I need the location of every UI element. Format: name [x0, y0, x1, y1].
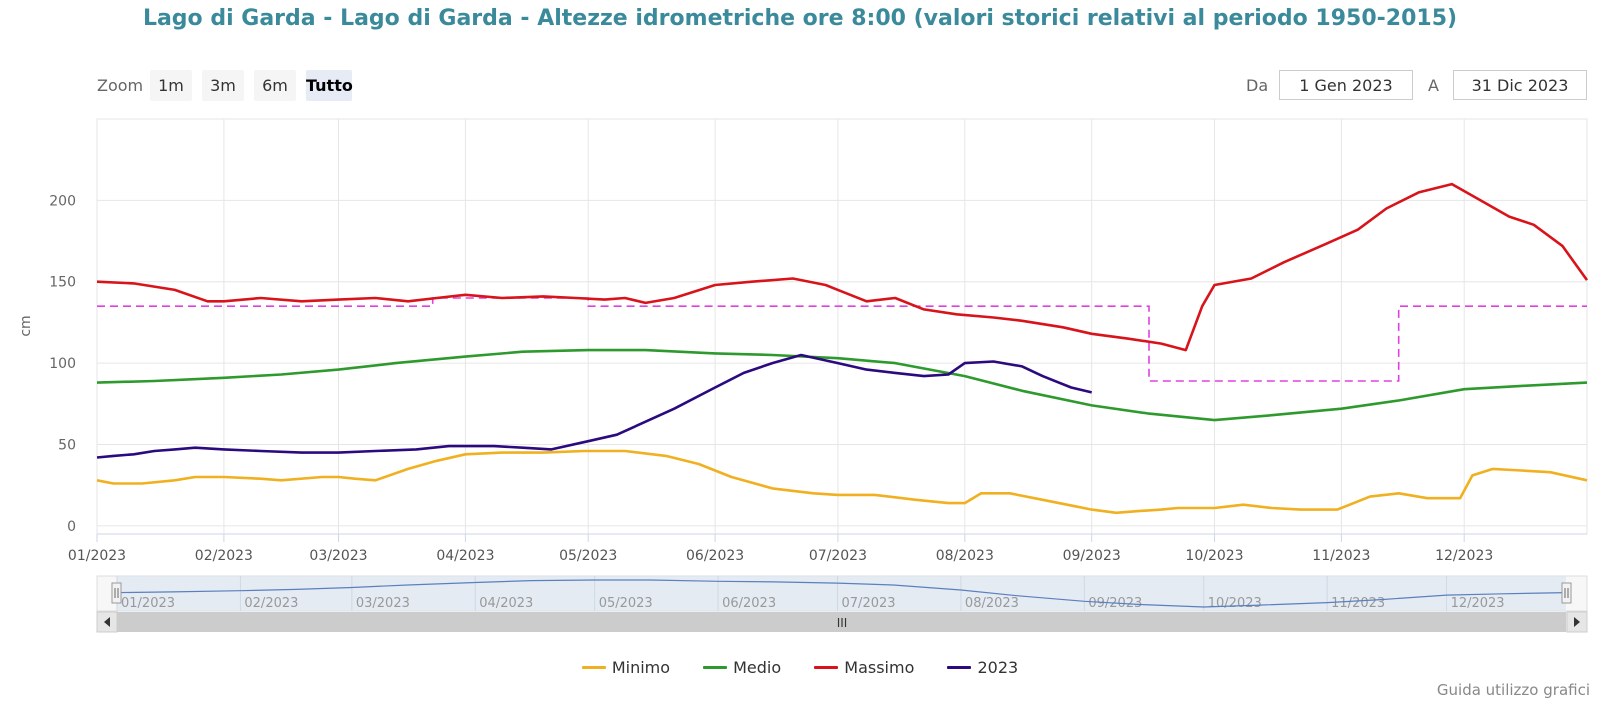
- grid-lines: [96, 119, 1587, 534]
- scrollbar[interactable]: III: [96, 611, 1588, 633]
- x-tick-label: 10/2023: [1185, 548, 1243, 564]
- y-tick-label: 100: [49, 356, 76, 372]
- navigator-tick-label: 04/2023: [479, 596, 533, 611]
- legend-label: Massimo: [844, 658, 915, 677]
- y-tick-label: 50: [58, 437, 76, 453]
- series-line-2023: [96, 353, 1093, 459]
- x-tick-label: 08/2023: [936, 548, 994, 564]
- legend-label: 2023: [977, 658, 1019, 677]
- y-tick-label: 200: [49, 193, 76, 209]
- series-layer: [96, 182, 1589, 515]
- series-line-minimo: [96, 449, 1588, 515]
- range-from-input[interactable]: [1279, 70, 1413, 100]
- chart-area: 0 50 100 150 200 01/2023 02/2023 03/2023 04/2023…: [18, 118, 1589, 633]
- x-tick-label: 12/2023: [1435, 548, 1493, 564]
- legend-label: Medio: [733, 658, 782, 677]
- x-tick-label: 07/2023: [809, 548, 867, 564]
- legend-swatch-2023: [947, 666, 972, 669]
- navigator-tick-label: 03/2023: [356, 596, 410, 611]
- legend-item-massimo[interactable]: Massimo: [814, 658, 914, 677]
- axis-ticks: 0 50 100 150 200 01/2023 02/2023 03/2023 04/2023…: [49, 193, 1587, 564]
- series-line-medio: [96, 348, 1588, 422]
- navigator-selection[interactable]: [117, 576, 1566, 611]
- legend-item-minimo[interactable]: Minimo: [581, 658, 671, 677]
- legend-label: Minimo: [611, 658, 671, 677]
- series-line-massimo: [96, 182, 1589, 352]
- navigator-right-handle[interactable]: [1561, 582, 1572, 604]
- navigator[interactable]: 01/2023 02/2023 03/2023 04/2023 05/2023 06/20…: [96, 575, 1588, 612]
- x-tick-label: 01/2023: [68, 548, 126, 564]
- chart-guide-link[interactable]: Guida utilizzo grafici: [1436, 681, 1590, 699]
- x-tick-label: 11/2023: [1312, 548, 1370, 564]
- range-to-label: A: [1428, 76, 1439, 95]
- arrow-right-icon: [1574, 617, 1580, 627]
- navigator-tick-label: 08/2023: [965, 596, 1019, 611]
- navigator-tick-label: 05/2023: [599, 596, 653, 611]
- range-from-label: Da: [1246, 76, 1269, 95]
- x-tick-label: 03/2023: [309, 548, 367, 564]
- scrollbar-thumb[interactable]: [117, 612, 1566, 632]
- chart-title: Lago di Garda - Lago di Garda - Altezze …: [142, 6, 1458, 31]
- scrollbar-grip: III: [837, 616, 848, 630]
- navigator-tick-label: 02/2023: [244, 596, 298, 611]
- zoom-3m-button[interactable]: 3m: [202, 70, 244, 101]
- x-tick-label: 06/2023: [686, 548, 744, 564]
- legend-swatch-minimo: [581, 666, 606, 669]
- legend-item-medio[interactable]: Medio: [703, 658, 781, 677]
- navigator-tick-label: 01/2023: [121, 596, 175, 611]
- legend-swatch-medio: [703, 666, 728, 669]
- threshold-line: [97, 297, 1587, 382]
- y-axis-title: cm: [18, 315, 34, 336]
- x-tick-label: 09/2023: [1063, 548, 1121, 564]
- navigator-tick-label: 10/2023: [1208, 596, 1262, 611]
- plot-border: [96, 118, 1588, 535]
- x-tick-label: 04/2023: [436, 548, 494, 564]
- zoom-label: Zoom: [97, 76, 144, 95]
- navigator-tick-label: 07/2023: [842, 596, 896, 611]
- y-tick-label: 0: [67, 519, 76, 535]
- zoom-6m-button[interactable]: 6m: [254, 70, 296, 101]
- navigator-tick-label: 06/2023: [722, 596, 776, 611]
- zoom-all-button[interactable]: Tutto: [306, 70, 353, 101]
- legend-item-2023[interactable]: 2023: [947, 658, 1018, 677]
- range-to-input[interactable]: [1453, 70, 1587, 100]
- y-tick-label: 150: [49, 275, 76, 291]
- navigator-tick-label: 11/2023: [1331, 596, 1385, 611]
- navigator-tick-label: 12/2023: [1451, 596, 1505, 611]
- x-tick-label: 05/2023: [559, 548, 617, 564]
- legend-swatch-massimo: [814, 666, 839, 669]
- legend: Minimo Medio Massimo 2023: [0, 654, 1600, 677]
- zoom-1m-button[interactable]: 1m: [150, 70, 192, 101]
- navigator-grid: 01/2023 02/2023 03/2023 04/2023 05/2023 06/20…: [116, 576, 1505, 611]
- navigator-series-line: [116, 579, 1567, 608]
- navigator-left-handle[interactable]: [111, 582, 122, 604]
- x-tick-label: 02/2023: [195, 548, 253, 564]
- arrow-left-icon: [104, 617, 110, 627]
